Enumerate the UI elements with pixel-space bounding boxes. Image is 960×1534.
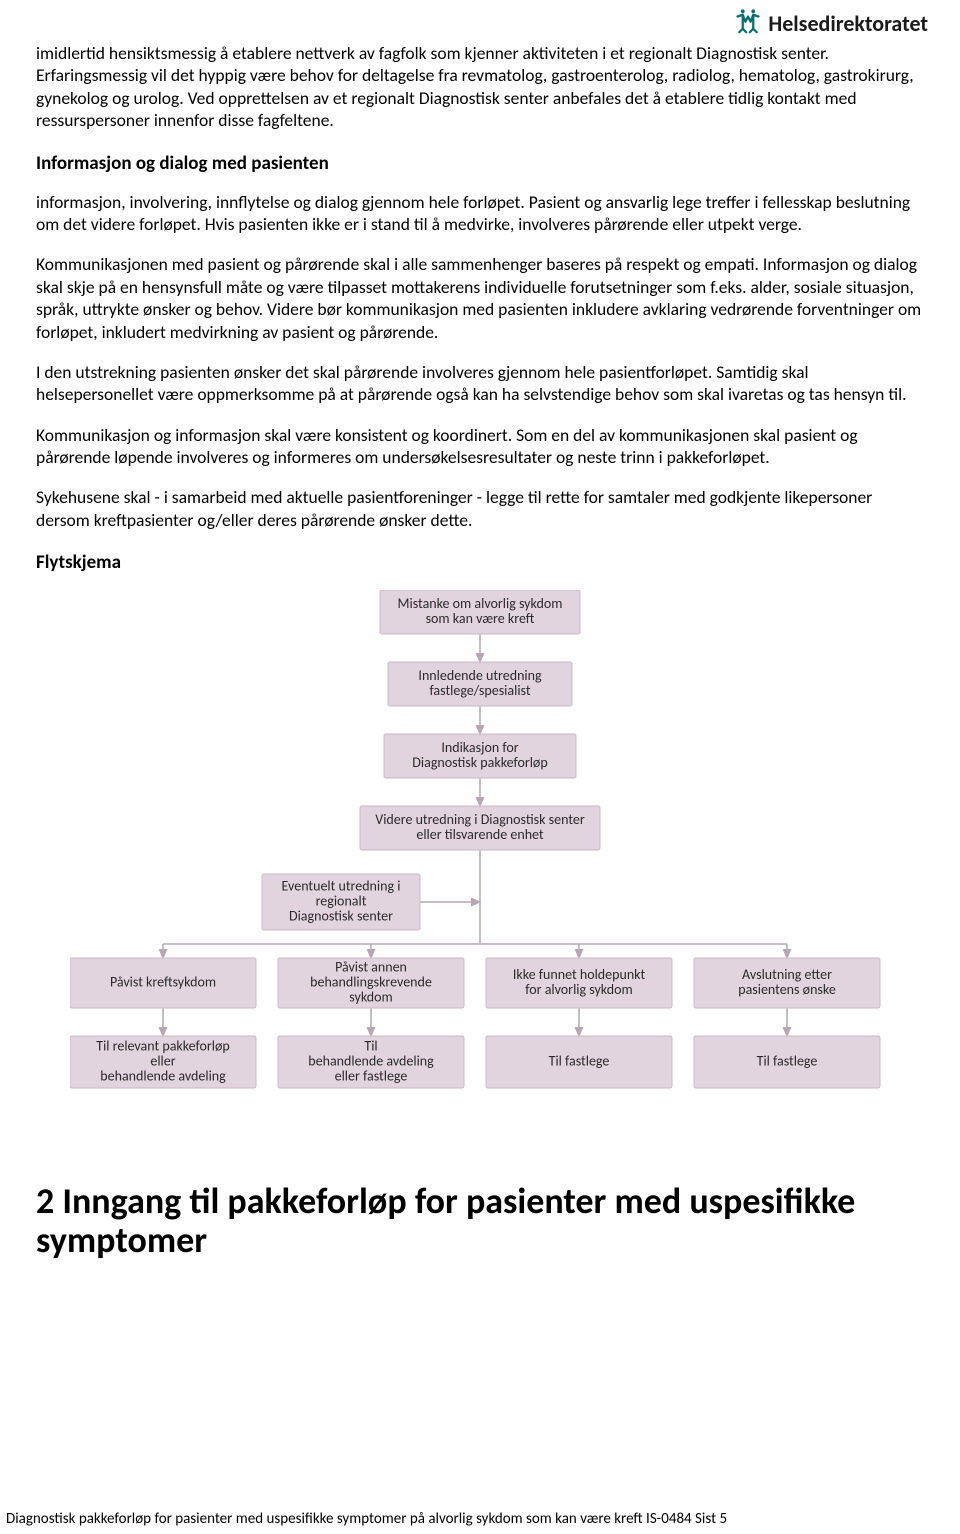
svg-text:behandlende avdeling: behandlende avdeling (100, 1068, 226, 1085)
section-heading-flowchart: Flytskjema (36, 551, 924, 574)
paragraph-2: informasjon, involvering, innflytelse og… (36, 191, 924, 236)
logo-text: Helsedirektoratet (768, 10, 928, 37)
paragraph-5: Kommunikasjon og informasjon skal være k… (36, 424, 924, 469)
svg-text:Til fastlege: Til fastlege (757, 1053, 818, 1070)
svg-text:pasientens ønske: pasientens ønske (738, 981, 836, 998)
section-heading-info-dialog: Informasjon og dialog med pasienten (36, 152, 924, 175)
chapter-heading: 2 Inngang til pakkeforløp for pasienter … (36, 1182, 924, 1260)
paragraph-4: I den utstrekning pasienten ønsker det s… (36, 361, 924, 406)
svg-text:for alvorlig sykdom: for alvorlig sykdom (525, 981, 632, 998)
svg-text:Til fastlege: Til fastlege (549, 1053, 610, 1070)
svg-text:fastlege/spesialist: fastlege/spesialist (429, 682, 530, 699)
paragraph-6: Sykehusene skal - i samarbeid med aktuel… (36, 486, 924, 531)
document-body: imidlertid hensiktsmessig å etablere net… (0, 0, 960, 1260)
page-footer: Diagnostisk pakkeforløp for pasienter me… (0, 1510, 960, 1528)
logo-icon (734, 6, 762, 40)
flowchart-svg: Mistanke om alvorlig sykdomsom kan være … (70, 590, 890, 1120)
flowchart-container: Mistanke om alvorlig sykdomsom kan være … (70, 590, 890, 1120)
svg-text:Diagnostisk pakkeforløp: Diagnostisk pakkeforløp (412, 754, 547, 771)
svg-text:Diagnostisk senter: Diagnostisk senter (289, 908, 393, 925)
svg-text:som kan være kreft: som kan være kreft (426, 610, 535, 627)
svg-text:sykdom: sykdom (349, 989, 392, 1006)
paragraph-intro: imidlertid hensiktsmessig å etablere net… (36, 42, 924, 132)
svg-text:eller fastlege: eller fastlege (335, 1068, 408, 1085)
svg-text:eller tilsvarende enhet: eller tilsvarende enhet (416, 826, 544, 843)
paragraph-3: Kommunikasjonen med pasient og pårørende… (36, 253, 924, 343)
svg-text:Påvist kreftsykdom: Påvist kreftsykdom (110, 974, 216, 991)
brand-logo: Helsedirektoratet (734, 6, 928, 40)
